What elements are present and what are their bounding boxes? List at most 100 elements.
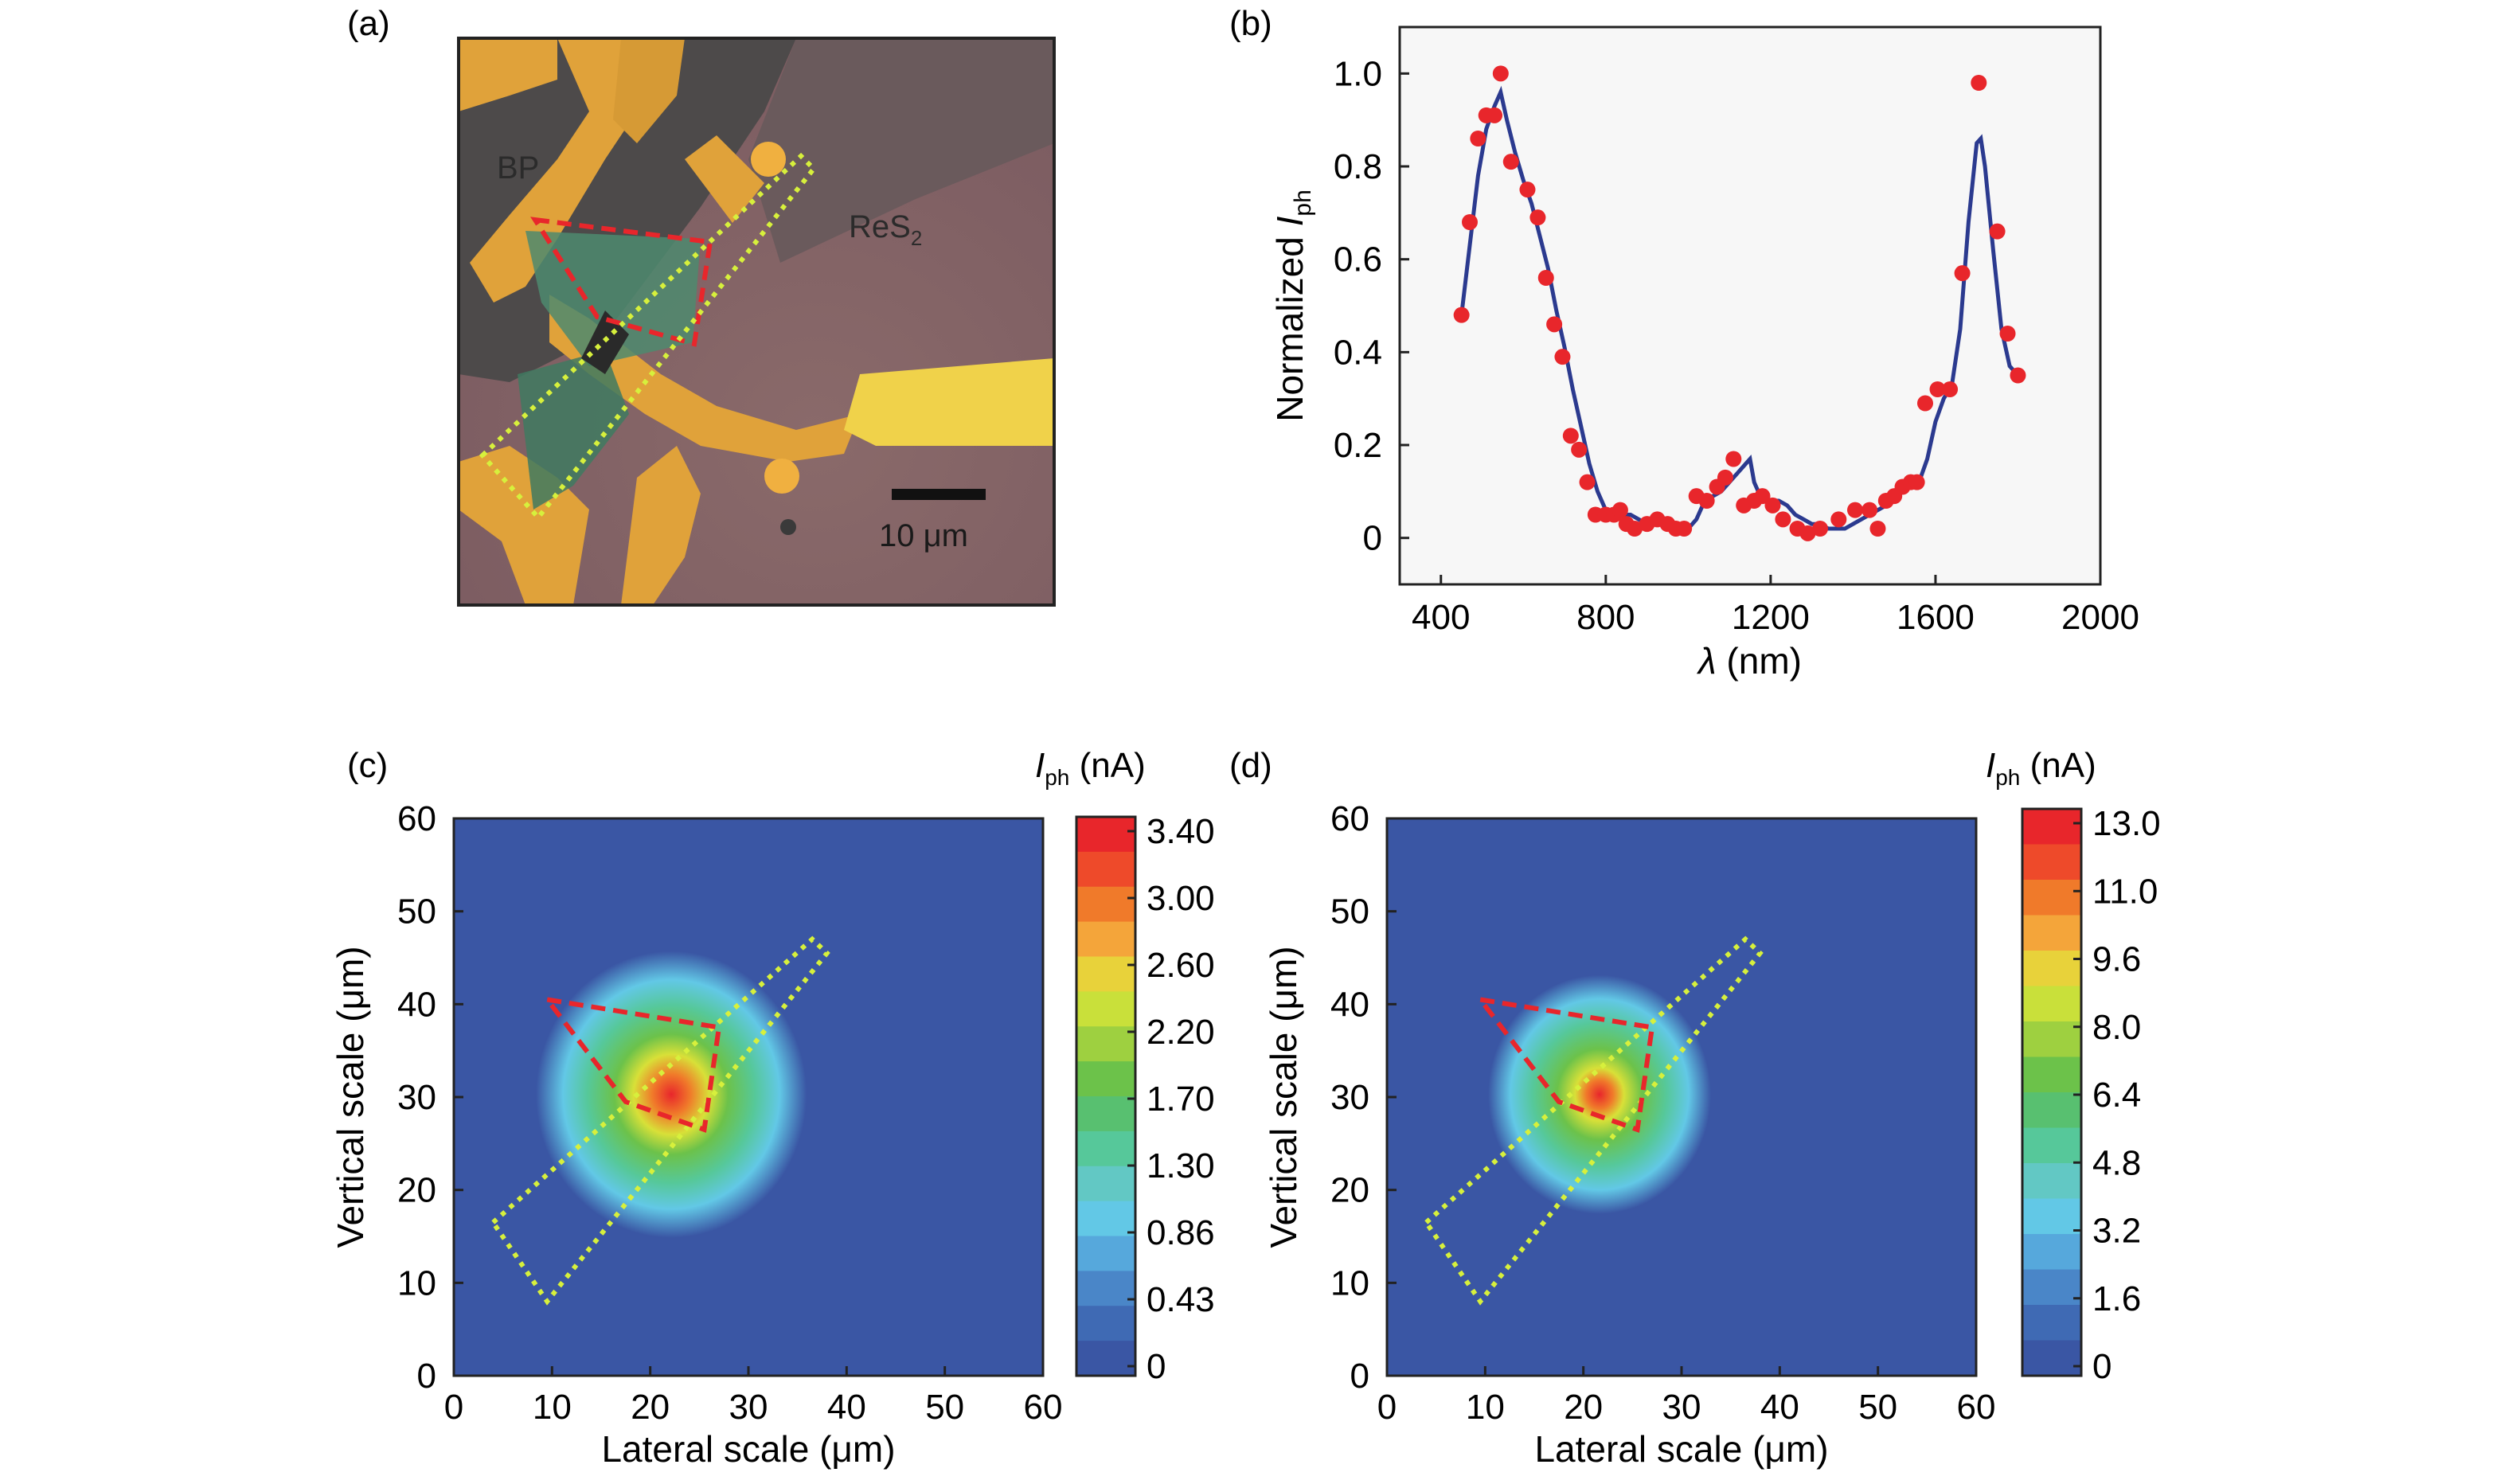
colorbar-step — [2022, 1163, 2081, 1200]
ytick-label: 20 — [397, 1171, 436, 1210]
colorbar-tick-label: 0 — [1147, 1347, 1166, 1386]
colorbar-step — [1076, 851, 1135, 888]
chart-b-point — [2010, 367, 2026, 384]
chart-b-point — [1799, 525, 1816, 541]
colorbar-tick-label: 13.0 — [2092, 804, 2161, 843]
colorbar-d: 13.0 11.0 9.6 8.0 6.4 4.8 3.2 1.6 0 — [2021, 804, 2161, 1386]
colorbar-tick-label: 1.6 — [2092, 1279, 2141, 1318]
ytick-label: 0 — [417, 1357, 436, 1396]
chart-b-point — [1453, 307, 1470, 323]
chart-b-point — [1470, 131, 1486, 146]
chart-b-point — [1989, 223, 2006, 240]
xlabel: Lateral scale (μm) — [601, 1428, 895, 1470]
chart-b-point — [1519, 182, 1536, 198]
colorbar-step — [1076, 956, 1135, 993]
colorbar-step — [2022, 844, 2081, 881]
colorbar-tick-label: 2.20 — [1147, 1013, 1215, 1052]
colorbar-step — [1076, 1236, 1135, 1272]
ytick-label: 60 — [1330, 799, 1369, 838]
xtick-label: 60 — [1957, 1388, 1996, 1427]
colorbar-step — [1076, 1271, 1135, 1307]
colorbar-step — [1076, 1026, 1135, 1063]
chart-b-xtick-label: 1600 — [1897, 598, 1975, 637]
ytick-label: 20 — [1330, 1171, 1369, 1210]
chart-b-xtick-label: 400 — [1412, 598, 1470, 637]
chart-b-point — [1847, 502, 1863, 518]
xtick-label: 30 — [1662, 1388, 1701, 1427]
chart-b-point — [1869, 521, 1886, 537]
chart-b-point — [1492, 65, 1509, 82]
chart-b-point — [1698, 493, 1715, 509]
colorbar-c: 3.40 3.00 2.60 2.20 1.70 1.30 0.86 0.43 0 — [1075, 812, 1215, 1386]
chart-b-point — [1999, 326, 2016, 342]
micrograph-frame — [457, 37, 1056, 607]
chart-b-point — [1676, 521, 1693, 537]
colorbar-step — [2022, 915, 2081, 951]
chart-b-point — [1611, 502, 1628, 518]
colorbar-step — [1076, 921, 1135, 958]
chart-b-point — [1954, 265, 1971, 282]
chart-b-point — [1764, 497, 1781, 514]
colorbar-step — [2022, 951, 2081, 987]
colorbar-tick-label: 6.4 — [2092, 1076, 2141, 1115]
xtick-label: 40 — [827, 1388, 866, 1427]
colorbar-tick-label: 3.2 — [2092, 1212, 2141, 1251]
panel-b-label: (b) — [1229, 4, 1272, 43]
colorbar-tick-label: 3.40 — [1147, 812, 1215, 851]
chart-b-point — [1717, 469, 1733, 486]
colorbar-step — [2022, 1305, 2081, 1341]
colorbar-step — [1076, 1166, 1135, 1202]
xtick-label: 10 — [533, 1388, 572, 1427]
colorbar-step — [2022, 1056, 2081, 1093]
panel-c-label: (c) — [347, 746, 388, 785]
ytick-label: 40 — [397, 985, 436, 1024]
panel-d-label: (d) — [1229, 746, 1272, 785]
scalebar-label: 10 μm — [879, 518, 968, 553]
red-outline — [541, 996, 722, 1133]
xtick-label: 50 — [1858, 1388, 1897, 1427]
colorbar-step — [1076, 817, 1135, 853]
chart-b-point — [1725, 451, 1742, 467]
ytick-label: 10 — [1330, 1263, 1369, 1302]
chart-b-ytick-label: 0.4 — [1334, 333, 1382, 372]
chart-b-ytick-label: 0.2 — [1334, 426, 1382, 465]
colorbar-step — [2022, 880, 2081, 916]
ytick-label: 50 — [1330, 892, 1369, 931]
chart-b-point — [1502, 154, 1519, 170]
colorbar-step — [2022, 1269, 2081, 1306]
colorbar-step — [2022, 986, 2081, 1022]
ytick-label: 10 — [397, 1263, 436, 1302]
hotspot — [1488, 974, 1711, 1214]
colorbar-step — [2022, 809, 2081, 845]
yellow-outline — [1423, 935, 1764, 1306]
colorbar-step — [1076, 1306, 1135, 1342]
colorbar-step — [2022, 1234, 2081, 1271]
ylabel: Vertical scale (μm) — [1263, 946, 1304, 1248]
colorbar-step — [1076, 1341, 1135, 1377]
chart-b-ytick-label: 1.0 — [1334, 54, 1382, 93]
colorbar-step — [2022, 1127, 2081, 1164]
red-outline — [1475, 996, 1655, 1133]
colorbar-step — [2022, 1198, 2081, 1235]
ytick-label: 30 — [1330, 1078, 1369, 1117]
xtick-label: 20 — [631, 1388, 670, 1427]
colorbar-step — [2022, 1021, 2081, 1058]
chart-b-point — [1562, 428, 1579, 444]
chart-b-point — [1908, 474, 1925, 490]
chart-b-ylabel: Normalized Iph — [1269, 189, 1316, 422]
colorbar-step — [1076, 1201, 1135, 1237]
ytick-label: 0 — [1350, 1357, 1369, 1396]
chart-b-point — [1529, 209, 1546, 226]
chart-b-point — [1830, 511, 1847, 528]
heatmap-c: 0 10 20 30 40 50 60 0 10 20 30 40 50 60 Lateral scale … — [330, 799, 1062, 1470]
chart-b-point — [1929, 381, 1946, 397]
chart-b-series-points — [1453, 65, 2026, 541]
chart-b-point — [1571, 441, 1588, 458]
xtick-label: 40 — [1760, 1388, 1799, 1427]
xtick-label: 0 — [444, 1388, 463, 1427]
xlabel: Lateral scale (μm) — [1534, 1428, 1828, 1470]
xtick-label: 30 — [729, 1388, 768, 1427]
chart-b-point — [1537, 270, 1554, 286]
ylabel: Vertical scale (μm) — [330, 946, 371, 1248]
colorbar-tick-label: 2.60 — [1147, 946, 1215, 985]
